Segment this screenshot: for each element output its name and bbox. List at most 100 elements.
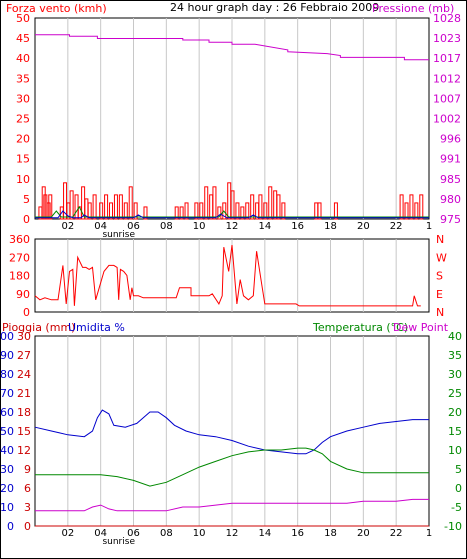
rain-tick-label: 6 [24,482,31,495]
rain-tick-label: 24 [17,368,31,381]
pressure-tick-label: 1002 [433,113,461,126]
compass-tick-label: S [436,270,443,283]
pressure-tick-label: 991 [440,153,461,166]
wind-tick-label: 15 [16,153,30,166]
series-line-raffica [35,205,429,218]
wind-speed-bar [104,194,109,220]
wind-speed-bar [133,202,138,220]
wind-speed-bar [204,186,209,220]
pressure-tick-label: 1007 [433,92,461,105]
series-line-media [35,210,429,219]
humidity-tick-label: 10 [0,501,14,514]
wind-speed-bar [317,202,322,220]
direction-tick-label: 180 [9,270,30,283]
wind-speed-bar [109,202,114,220]
series-line-dewpoint [35,498,429,512]
x-tick-label: 02 [61,221,74,232]
wind-speed-bar [399,194,404,220]
wind-speed-bar [63,182,68,220]
pressure-tick-label: 1028 [433,12,461,25]
wind-speed-bar [333,202,338,220]
humidity-tick-label: 60 [0,406,14,419]
wind-speed-bar [258,194,263,220]
wind-tick-label: 30 [16,92,30,105]
humidity-axis-label: Umidita % [68,321,125,334]
humidity-tick-label: 100 [0,330,14,343]
humidity-tick-label: 50 [0,425,14,438]
compass-tick-label: N [436,233,444,246]
x-tick-label: 06 [127,221,140,232]
rain-tick-label: 30 [17,330,31,343]
direction-tick-label: 90 [16,288,30,301]
wind-speed-bar [414,202,419,220]
rain-tick-label: 27 [17,349,31,362]
x-tick-label: 12 [226,221,239,232]
x-tick-label: 22 [390,528,403,539]
rain-tick-label: 18 [17,406,31,419]
temperature-tick-label: 5 [455,463,462,476]
temperature-tick-label: 10 [448,444,462,457]
wind-tick-label: 0 [23,213,30,226]
wind-speed-bar [113,194,118,220]
wind-speed-bar [123,202,128,220]
humidity-tick-label: 40 [0,444,14,457]
rain-axis-label: Pioggia (mm) [2,321,75,334]
dewpoint-axis-label: Dew Point [393,321,449,334]
wind-axis-label: Forza vento (kmh) [6,2,107,15]
humidity-tick-label: 20 [0,482,14,495]
direction-tick-label: 270 [9,251,30,264]
wind-speed-bar [217,206,222,220]
series-line-temperaturac [35,447,429,487]
temperature-axis-label: Temperatura (°C) [312,321,408,334]
x-tick-label: 18 [324,528,337,539]
x-tick-label: 20 [357,528,370,539]
wind-speed-bar [174,206,179,220]
wind-speed-bar [276,194,281,220]
pressure-tick-label: 996 [440,133,461,146]
temperature-tick-label: 0 [455,482,462,495]
x-tick-label: 04 [94,528,107,539]
temperature-tick-label: 30 [448,368,462,381]
temperature-tick-label: 25 [448,387,462,400]
rain-tick-label: 9 [24,463,31,476]
pressure-axis-label: Pressione (mb) [372,2,454,15]
wind-speed-bar [268,186,273,220]
wind-speed-bar [230,190,235,220]
x-tick-label: 18 [324,221,337,232]
x-tick-label: 22 [390,221,403,232]
wind-tick-label: 20 [16,133,30,146]
temperature-tick-label: 35 [448,349,462,362]
wind-speed-bar [409,194,414,220]
temperature-tick-label: 20 [448,406,462,419]
wind-speed-bar [245,202,250,220]
direction-tick-label: 360 [9,233,30,246]
wind-tick-label: 50 [16,12,30,25]
series-line-pressionemb [35,34,429,61]
wind-speed-bar [263,202,268,220]
temperature-tick-label: 15 [448,425,462,438]
sunrise-label: sunrise [102,537,135,547]
temperature-tick-label: -5 [451,501,462,514]
pressure-tick-label: 1012 [433,72,461,85]
wind-speed-bar [281,202,286,220]
x-tick-label: 10 [193,221,206,232]
wind-speed-bar [143,206,148,220]
wind-direction-line [34,245,421,307]
temperature-tick-label: -10 [444,520,462,533]
pressure-tick-label: 985 [440,173,461,186]
wind-speed-bar [48,194,53,220]
wind-speed-bar [179,206,184,220]
wind-speed-bar [222,202,227,220]
x-tick-label: 04 [94,221,107,232]
wind-tick-label: 10 [16,173,30,186]
pressure-tick-label: 1017 [433,52,461,65]
pressure-tick-label: 1023 [433,32,461,45]
wind-speed-bar [240,206,245,220]
pressure-tick-label: 975 [440,213,461,226]
x-tick-label: 08 [160,221,173,232]
compass-tick-label: W [436,251,447,264]
humidity-tick-label: 0 [7,520,14,533]
wind-speed-bar [87,202,92,220]
wind-speed-bar [92,194,97,220]
wind-speed-bar [419,194,424,220]
